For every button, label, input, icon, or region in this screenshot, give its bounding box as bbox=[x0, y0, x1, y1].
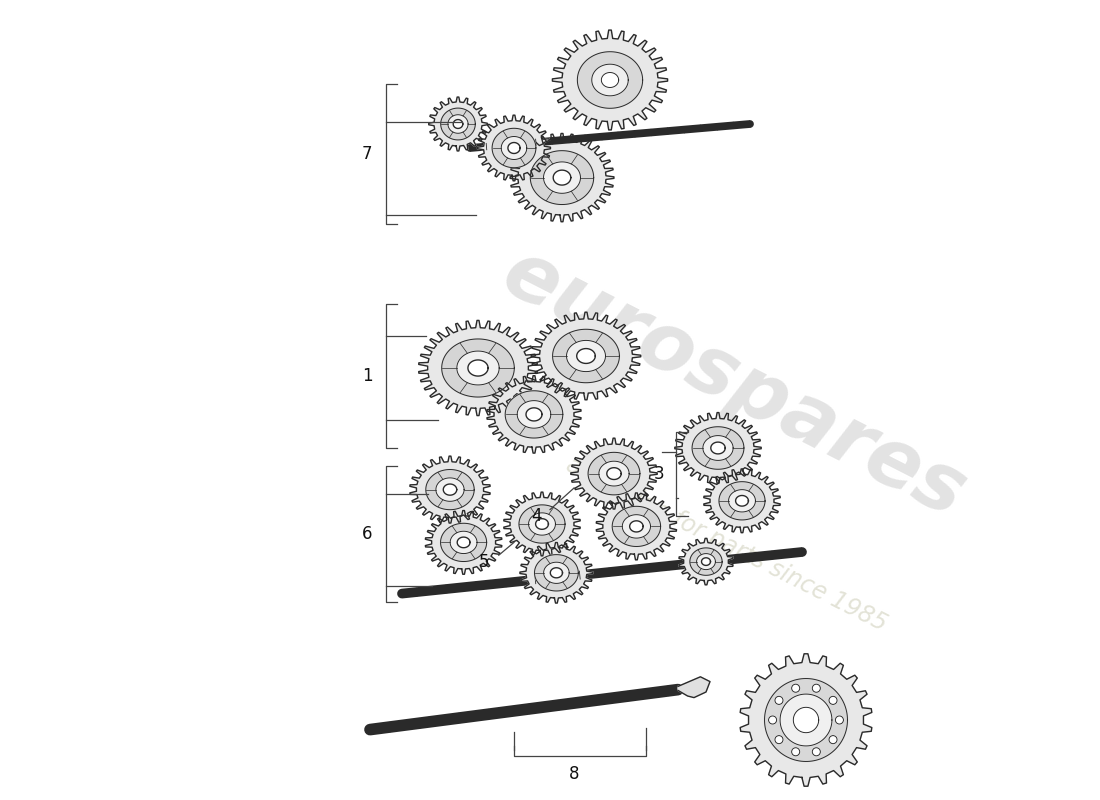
Text: 8: 8 bbox=[569, 766, 580, 783]
Polygon shape bbox=[443, 484, 456, 495]
Polygon shape bbox=[696, 554, 715, 570]
Circle shape bbox=[829, 696, 837, 704]
Polygon shape bbox=[505, 390, 563, 438]
Polygon shape bbox=[728, 490, 756, 512]
Polygon shape bbox=[740, 654, 872, 786]
Polygon shape bbox=[468, 360, 488, 376]
Polygon shape bbox=[517, 401, 551, 428]
Text: 3: 3 bbox=[653, 465, 664, 482]
Circle shape bbox=[812, 748, 821, 756]
Polygon shape bbox=[510, 134, 614, 222]
Text: 7: 7 bbox=[362, 145, 373, 162]
Polygon shape bbox=[602, 73, 618, 87]
Circle shape bbox=[829, 736, 837, 744]
Polygon shape bbox=[530, 150, 594, 205]
Polygon shape bbox=[566, 341, 605, 371]
Polygon shape bbox=[508, 142, 520, 154]
Polygon shape bbox=[719, 482, 764, 520]
Polygon shape bbox=[571, 438, 657, 509]
Polygon shape bbox=[793, 707, 818, 733]
Polygon shape bbox=[550, 568, 562, 578]
Polygon shape bbox=[410, 456, 491, 523]
Polygon shape bbox=[711, 442, 725, 454]
Polygon shape bbox=[613, 506, 661, 546]
Polygon shape bbox=[623, 514, 650, 538]
Polygon shape bbox=[442, 339, 515, 397]
Polygon shape bbox=[780, 694, 832, 746]
Polygon shape bbox=[487, 376, 581, 453]
Text: 5: 5 bbox=[478, 553, 490, 570]
Polygon shape bbox=[450, 531, 477, 554]
Text: 6: 6 bbox=[362, 525, 373, 542]
Circle shape bbox=[792, 748, 800, 756]
Polygon shape bbox=[477, 115, 550, 181]
Polygon shape bbox=[531, 312, 640, 400]
Polygon shape bbox=[702, 558, 711, 566]
Polygon shape bbox=[588, 452, 640, 495]
Circle shape bbox=[769, 716, 777, 724]
Polygon shape bbox=[543, 562, 569, 583]
Polygon shape bbox=[692, 426, 744, 470]
Polygon shape bbox=[492, 128, 536, 168]
Circle shape bbox=[792, 684, 800, 692]
Circle shape bbox=[774, 696, 783, 704]
Polygon shape bbox=[529, 513, 556, 535]
Polygon shape bbox=[592, 64, 628, 96]
Polygon shape bbox=[553, 170, 571, 185]
Polygon shape bbox=[703, 436, 733, 460]
Polygon shape bbox=[552, 30, 668, 130]
Polygon shape bbox=[543, 162, 581, 194]
Text: a passion for parts since 1985: a passion for parts since 1985 bbox=[562, 452, 890, 636]
Polygon shape bbox=[536, 518, 549, 530]
Circle shape bbox=[774, 736, 783, 744]
Polygon shape bbox=[520, 542, 593, 603]
Polygon shape bbox=[678, 677, 710, 698]
Polygon shape bbox=[679, 538, 733, 585]
Polygon shape bbox=[596, 493, 676, 560]
Circle shape bbox=[812, 684, 821, 692]
Polygon shape bbox=[448, 114, 469, 134]
Polygon shape bbox=[736, 495, 748, 506]
Polygon shape bbox=[426, 470, 474, 510]
Polygon shape bbox=[429, 97, 487, 151]
Polygon shape bbox=[764, 678, 847, 762]
Polygon shape bbox=[526, 408, 542, 421]
Polygon shape bbox=[629, 521, 644, 532]
Text: 1: 1 bbox=[362, 367, 373, 385]
Polygon shape bbox=[453, 119, 463, 129]
Polygon shape bbox=[441, 523, 486, 562]
Polygon shape bbox=[441, 108, 475, 140]
Circle shape bbox=[835, 716, 844, 724]
Polygon shape bbox=[674, 413, 761, 483]
Polygon shape bbox=[419, 321, 537, 415]
Polygon shape bbox=[607, 468, 621, 479]
Text: eurospares: eurospares bbox=[490, 234, 979, 534]
Polygon shape bbox=[426, 510, 502, 574]
Polygon shape bbox=[519, 505, 565, 543]
Polygon shape bbox=[598, 462, 629, 486]
Polygon shape bbox=[502, 137, 527, 159]
Polygon shape bbox=[576, 349, 595, 363]
Polygon shape bbox=[704, 469, 780, 533]
Polygon shape bbox=[578, 52, 642, 108]
Polygon shape bbox=[458, 537, 470, 548]
Polygon shape bbox=[690, 548, 722, 575]
Polygon shape bbox=[535, 554, 579, 591]
Polygon shape bbox=[436, 478, 464, 502]
Polygon shape bbox=[504, 492, 580, 556]
Polygon shape bbox=[456, 351, 499, 385]
Polygon shape bbox=[552, 330, 619, 382]
Text: 4: 4 bbox=[531, 507, 542, 525]
